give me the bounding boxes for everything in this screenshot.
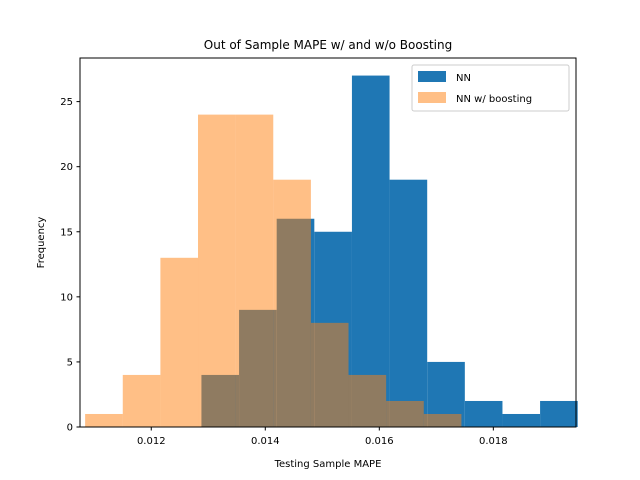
bar-series2-bin-4 <box>198 114 236 428</box>
bar-series2-bin-2 <box>122 374 161 427</box>
y-tick-label: 20 <box>60 162 73 173</box>
bar-series2-bin-3 <box>160 257 199 427</box>
bar-series2-bin-1 <box>85 413 123 427</box>
bar-series2-bin-10 <box>423 413 462 427</box>
x-tick-label: 0.016 <box>365 436 394 447</box>
bar-series2-bin-9 <box>386 400 424 427</box>
bar-series2-bin-7 <box>310 322 349 427</box>
bar-series2-bin-5 <box>235 114 274 428</box>
y-tick-label: 15 <box>60 227 73 238</box>
y-axis-ticks: 0 5 10 15 20 25 <box>60 97 80 434</box>
bar-series1-bin-6 <box>389 179 428 427</box>
bar-series1-bin-9 <box>502 413 541 427</box>
chart-title: Out of Sample MAPE w/ and w/o Boosting <box>204 38 452 52</box>
y-axis-label: Frequency <box>36 217 47 269</box>
y-tick-label: 10 <box>60 292 73 303</box>
x-axis-label: Testing Sample MAPE <box>274 459 382 470</box>
x-tick-label: 0.012 <box>137 436 166 447</box>
legend-box <box>411 64 570 112</box>
chart-legend: NN NN w/ boosting <box>411 64 570 112</box>
bar-series2-bin-6 <box>273 179 311 427</box>
legend-swatch-nn-boosting <box>418 92 446 103</box>
y-tick-label: 25 <box>60 97 73 108</box>
legend-swatch-nn <box>418 71 446 82</box>
legend-label-nn: NN <box>456 73 471 84</box>
legend-label-nn-boosting: NN w/ boosting <box>456 94 532 105</box>
y-tick-label: 5 <box>67 357 73 368</box>
y-tick-label: 0 <box>67 423 73 434</box>
histogram-bars <box>85 75 578 428</box>
x-tick-label: 0.014 <box>251 436 280 447</box>
axes-frame <box>79 57 577 428</box>
x-tick-label: 0.018 <box>479 436 508 447</box>
bar-series1-bin-8 <box>464 400 503 427</box>
bar-series1-bin-10 <box>540 400 578 427</box>
bar-series1-bin-5 <box>351 75 390 427</box>
x-axis-ticks: 0.012 0.014 0.016 0.018 <box>137 427 508 447</box>
bar-series2-bin-8 <box>348 374 387 427</box>
